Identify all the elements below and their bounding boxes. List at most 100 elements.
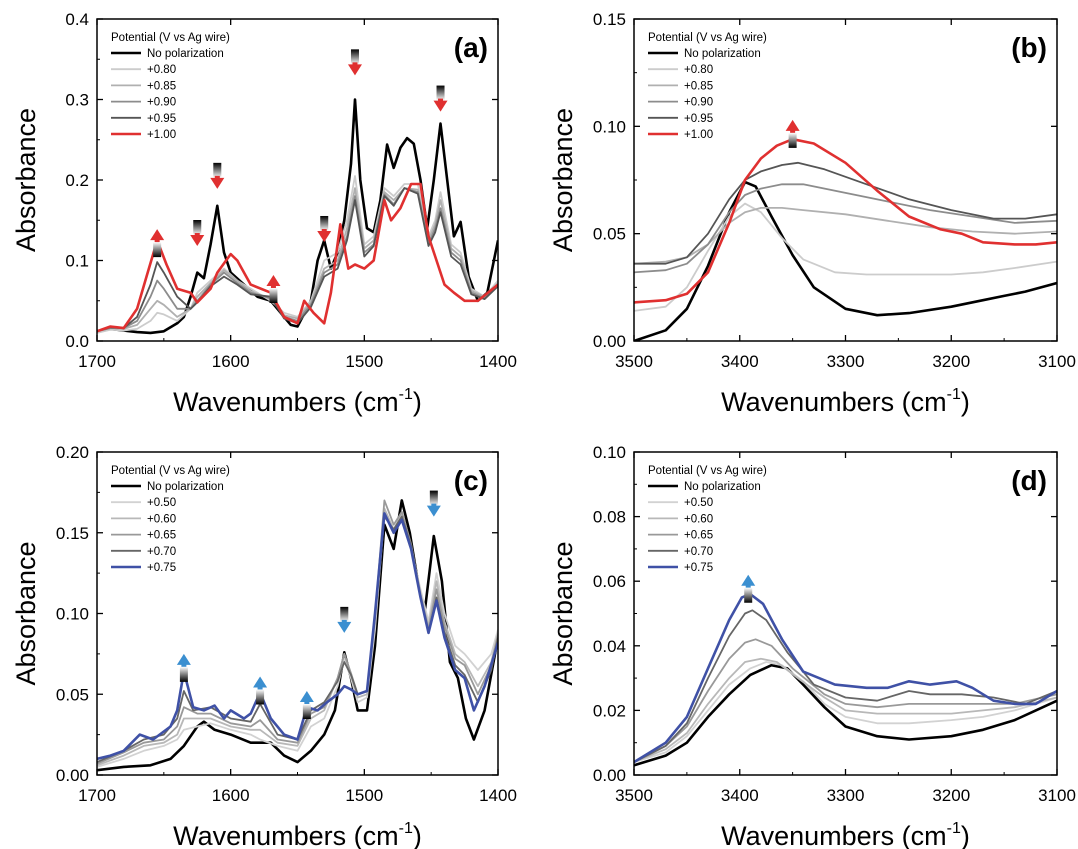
legend-entry: +0.65 — [147, 530, 176, 542]
y-tick-label: 0.02 — [593, 701, 626, 720]
y-tick-label: 0.15 — [593, 10, 626, 29]
y-tick-label: 0.00 — [56, 766, 89, 785]
legend-title: Potential (V vs Ag wire) — [111, 465, 230, 477]
trend-arrow-up — [266, 274, 281, 303]
legend-entry: No polarization — [147, 48, 224, 60]
series-line-0 — [634, 663, 1057, 767]
panel-label: (c) — [454, 465, 488, 496]
series-line-0 — [634, 180, 1057, 341]
chart-panel-0: 1700 1600 1500 1400 0.0 0.1 0.2 0.3 0.4 Wavenumbe… — [11, 10, 517, 417]
legend-entry: +0.75 — [684, 562, 713, 574]
legend-entry: No polarization — [684, 481, 761, 493]
panel-label: (b) — [1011, 32, 1047, 63]
series-line-4 — [97, 187, 498, 333]
x-tick-label: 1700 — [78, 352, 116, 371]
chart-panel-2: 1700 1600 1500 1400 0.00 0.05 0.10 0.15 0.20 Wave… — [11, 443, 517, 849]
series-line-5 — [634, 137, 1057, 304]
x-tick-label: 1600 — [212, 786, 250, 805]
y-tick-label: 0.00 — [593, 766, 626, 785]
y-axis-label: Absorbance — [11, 541, 41, 685]
legend-entry: +0.50 — [684, 497, 713, 509]
y-tick-label: 0.10 — [593, 117, 626, 136]
y-tick-label: 0.10 — [593, 443, 626, 462]
chart-panel-1: 3500 3400 3300 3200 3100 0.00 0.05 0.10 0.15 Wave… — [548, 10, 1076, 417]
legend-entry: +0.80 — [147, 64, 176, 76]
legend-entry: +0.90 — [684, 97, 713, 109]
legend-entry: +0.90 — [147, 97, 176, 109]
y-tick-label: 0.2 — [65, 171, 89, 190]
legend-entry: +0.85 — [684, 80, 713, 92]
series-line-2 — [634, 657, 1057, 763]
trend-arrow-down — [210, 162, 225, 189]
x-tick-label: 3300 — [827, 786, 865, 805]
chart-panel-3: 3500 3400 3300 3200 3100 0.00 0.02 0.04 0.06 0.08… — [548, 443, 1076, 849]
x-tick-label: 3200 — [932, 352, 970, 371]
y-tick-label: 0.06 — [593, 572, 626, 591]
legend-entry: +1.00 — [147, 129, 176, 141]
panel-label: (d) — [1011, 465, 1047, 496]
legend-entry: +0.65 — [684, 530, 713, 542]
legend-entry: +0.50 — [147, 497, 176, 509]
trend-arrow-down — [337, 606, 352, 633]
y-tick-label: 0.00 — [593, 332, 626, 351]
series-line-3 — [97, 499, 498, 765]
legend-entry: No polarization — [684, 48, 761, 60]
x-tick-label: 1600 — [212, 352, 250, 371]
y-tick-label: 0.10 — [56, 605, 89, 624]
series-line-5 — [634, 592, 1057, 764]
x-tick-label: 3300 — [827, 352, 865, 371]
legend-title: Potential (V vs Ag wire) — [648, 32, 767, 44]
x-tick-label: 3400 — [721, 352, 759, 371]
y-tick-label: 0.0 — [65, 332, 89, 351]
y-tick-label: 0.3 — [65, 91, 89, 110]
legend-entry: No polarization — [147, 481, 224, 493]
x-tick-label: 3100 — [1038, 352, 1076, 371]
trend-arrow-down — [347, 49, 362, 76]
series-line-3 — [97, 187, 498, 333]
legend-title: Potential (V vs Ag wire) — [111, 32, 230, 44]
series-group — [97, 499, 498, 772]
series-group — [634, 592, 1057, 767]
series-line-3 — [634, 183, 1057, 274]
series-line-2 — [634, 207, 1057, 265]
y-tick-label: 0.1 — [65, 252, 89, 271]
legend-entry: +0.85 — [147, 80, 176, 92]
series-line-4 — [634, 161, 1057, 265]
x-tick-label: 1400 — [479, 786, 517, 805]
legend-entry: +0.75 — [147, 562, 176, 574]
series-group — [634, 137, 1057, 341]
legend-entry: +0.95 — [147, 113, 176, 125]
x-axis-label: Wavenumbers (cm-1) — [173, 386, 422, 417]
y-tick-label: 0.08 — [593, 508, 626, 527]
trend-arrow-down — [317, 215, 332, 242]
trend-arrow-up — [785, 119, 800, 148]
series-line-5 — [97, 512, 498, 761]
legend-entry: +0.60 — [147, 513, 176, 525]
legend-title: Potential (V vs Ag wire) — [648, 465, 767, 477]
series-line-1 — [97, 175, 498, 334]
x-tick-label: 1700 — [78, 786, 116, 805]
trend-arrow-up — [741, 574, 756, 603]
x-tick-label: 3500 — [615, 786, 653, 805]
legend-entry: +0.60 — [684, 513, 713, 525]
trend-arrow-down — [190, 220, 205, 247]
legend-entry: +0.70 — [147, 546, 176, 558]
y-axis-label: Absorbance — [11, 108, 41, 252]
legend-entry: +0.80 — [684, 64, 713, 76]
legend-entry: +0.70 — [684, 546, 713, 558]
y-axis-label: Absorbance — [548, 541, 578, 685]
x-tick-label: 1400 — [479, 352, 517, 371]
y-tick-label: 0.4 — [65, 10, 89, 29]
x-axis-label: Wavenumbers (cm-1) — [721, 386, 970, 417]
y-tick-label: 0.05 — [593, 225, 626, 244]
trend-arrow-down — [426, 490, 441, 517]
y-tick-label: 0.05 — [56, 685, 89, 704]
trend-arrow-up — [299, 691, 314, 720]
x-axis-label: Wavenumbers (cm-1) — [721, 820, 970, 849]
series-group — [97, 98, 498, 335]
series-line-1 — [634, 202, 1057, 312]
trend-arrow-up — [176, 653, 191, 682]
x-tick-label: 3200 — [932, 786, 970, 805]
panel-label: (a) — [454, 32, 488, 63]
